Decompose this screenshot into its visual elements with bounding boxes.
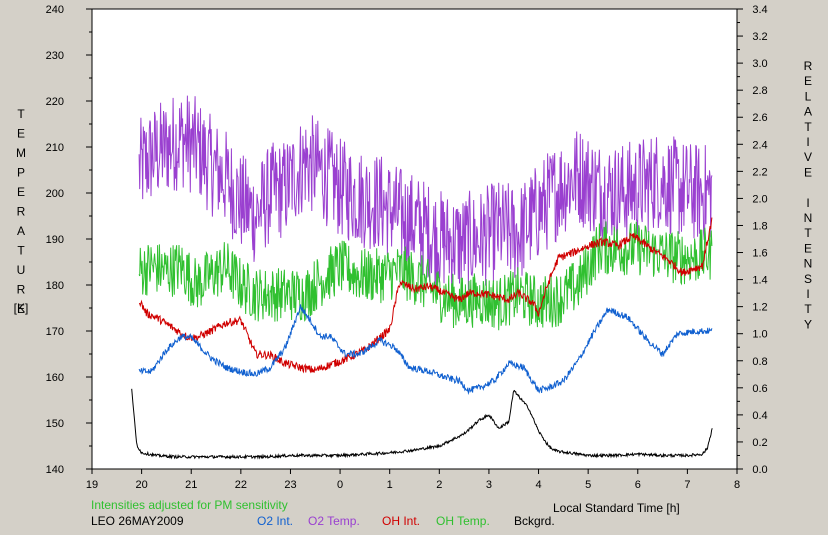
y-left-axis-letter: M	[16, 146, 26, 160]
y-left-tick-label: 150	[46, 418, 64, 430]
y-left-axis-letter: E	[17, 127, 25, 141]
x-tick-label: 19	[86, 479, 98, 491]
y-left-tick-label: 190	[46, 234, 64, 246]
x-tick-label: 20	[135, 479, 147, 491]
y-right-tick-label: 3.0	[752, 58, 767, 70]
y-left-tick-label: 160	[46, 372, 64, 384]
y-right-tick-label: 2.4	[752, 139, 767, 151]
y-right-axis-letter: Y	[804, 317, 812, 331]
y-right-tick-label: 1.8	[752, 220, 767, 232]
y-right-axis-letter: N	[804, 211, 813, 225]
y-left-tick-label: 220	[46, 96, 64, 108]
x-tick-label: 1	[387, 479, 393, 491]
y-left-tick-label: 230	[46, 50, 64, 62]
y-left-axis-letter: R	[17, 283, 26, 297]
y-right-tick-label: 3.4	[752, 4, 767, 16]
legend-oh-temp: OH Temp.	[436, 514, 490, 528]
y-right-axis-letter: S	[804, 272, 812, 286]
y-left-tick-label: 140	[46, 464, 64, 476]
y-right-tick-label: 0.0	[752, 464, 767, 476]
x-tick-label: 22	[235, 479, 247, 491]
y-right-tick-label: 0.4	[752, 410, 767, 422]
y-right-tick-label: 2.2	[752, 166, 767, 178]
x-tick-label: 0	[337, 479, 343, 491]
y-right-axis-letter: T	[804, 120, 812, 134]
x-tick-label: 8	[734, 479, 740, 491]
y-left-tick-label: 170	[46, 326, 64, 338]
y-left-tick-label: 210	[46, 142, 64, 154]
y-left-axis-letter: E	[17, 185, 25, 199]
y-right-tick-label: 2.6	[752, 112, 767, 124]
y-right-tick-label: 2.0	[752, 193, 767, 205]
y-left-axis-letter: U	[17, 263, 26, 277]
y-right-axis-letter: V	[804, 150, 812, 164]
x-tick-label: 23	[284, 479, 296, 491]
y-right-tick-label: 3.2	[752, 31, 767, 43]
y-right-tick-label: 1.2	[752, 302, 767, 314]
y-right-axis-letter: E	[804, 74, 812, 88]
y-right-tick-label: 1.6	[752, 248, 767, 260]
y-right-axis-letter: E	[804, 165, 812, 179]
y-left-tick-label: 180	[46, 280, 64, 292]
y-right-axis-letter: I	[806, 196, 809, 210]
y-right-tick-label: 0.6	[752, 383, 767, 395]
x-tick-label: 6	[635, 479, 641, 491]
y-left-axis-letter: T	[17, 244, 25, 258]
legend-o2-temp: O2 Temp.	[308, 514, 360, 528]
y-right-axis-letter: R	[804, 59, 813, 73]
series-line-bckgrd	[131, 388, 713, 460]
y-left-tick-label: 240	[46, 4, 64, 16]
series-line-o2-temp	[138, 95, 713, 291]
y-right-axis-letter: I	[806, 287, 809, 301]
y-right-axis-letter: E	[804, 241, 812, 255]
legend-bckgrd: Bckgrd.	[514, 514, 555, 528]
legend-oh-int: OH Int.	[382, 514, 421, 528]
station-date-label: LEO 26MAY2009	[91, 514, 184, 528]
series-line-o2-int	[138, 304, 713, 395]
x-tick-label: 3	[486, 479, 492, 491]
pm-sensitivity-note: Intensities adjusted for PM sensitivity	[91, 498, 288, 512]
y-left-axis-unit: [K]	[14, 301, 29, 315]
y-right-tick-label: 1.4	[752, 275, 767, 287]
x-axis-label: Local Standard Time [h]	[553, 501, 680, 515]
y-right-tick-label: 0.2	[752, 437, 767, 449]
y-right-axis-letter: I	[806, 135, 809, 149]
x-tick-label: 7	[684, 479, 690, 491]
x-tick-label: 5	[585, 479, 591, 491]
y-left-axis-letter: A	[17, 224, 25, 238]
y-right-axis-letter: L	[805, 89, 812, 103]
y-right-axis-letter: T	[804, 302, 812, 316]
y-right-tick-label: 2.8	[752, 85, 767, 97]
legend-o2-int: O2 Int.	[257, 514, 294, 528]
y-right-tick-label: 1.0	[752, 329, 767, 341]
x-tick-label: 21	[185, 479, 197, 491]
y-right-axis-letter: A	[804, 105, 812, 119]
y-left-axis-letter: T	[17, 107, 25, 121]
y-right-tick-label: 0.8	[752, 356, 767, 368]
y-right-axis-letter: N	[804, 257, 813, 271]
y-left-axis-letter: E	[17, 302, 25, 316]
y-right-axis-letter: T	[804, 226, 812, 240]
y-left-tick-label: 200	[46, 188, 64, 200]
x-tick-label: 4	[535, 479, 541, 491]
y-left-axis-letter: R	[17, 205, 26, 219]
series-line-oh-int	[139, 217, 713, 374]
y-left-axis-letter: P	[17, 166, 25, 180]
x-tick-label: 2	[436, 479, 442, 491]
